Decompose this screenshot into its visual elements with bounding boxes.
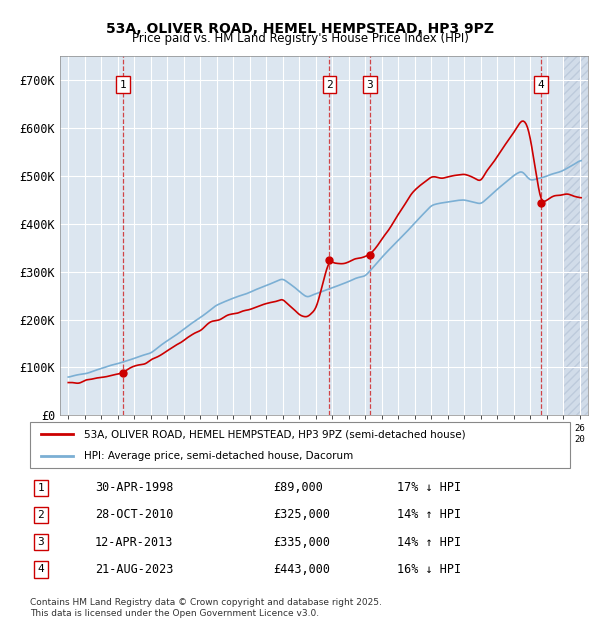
- Text: 4: 4: [37, 564, 44, 574]
- FancyBboxPatch shape: [30, 422, 570, 468]
- Text: 14% ↑ HPI: 14% ↑ HPI: [397, 508, 461, 521]
- Text: 17% ↓ HPI: 17% ↓ HPI: [397, 481, 461, 494]
- Text: £335,000: £335,000: [273, 536, 330, 549]
- Text: Contains HM Land Registry data © Crown copyright and database right 2025.
This d: Contains HM Land Registry data © Crown c…: [30, 598, 382, 618]
- Text: 14% ↑ HPI: 14% ↑ HPI: [397, 536, 461, 549]
- Polygon shape: [563, 56, 588, 415]
- Text: 53A, OLIVER ROAD, HEMEL HEMPSTEAD, HP3 9PZ: 53A, OLIVER ROAD, HEMEL HEMPSTEAD, HP3 9…: [106, 22, 494, 36]
- Text: 2: 2: [326, 79, 333, 89]
- Text: 21-AUG-2023: 21-AUG-2023: [95, 563, 173, 576]
- Text: 30-APR-1998: 30-APR-1998: [95, 481, 173, 494]
- Text: £325,000: £325,000: [273, 508, 330, 521]
- Text: 28-OCT-2010: 28-OCT-2010: [95, 508, 173, 521]
- Text: £89,000: £89,000: [273, 481, 323, 494]
- Text: 12-APR-2013: 12-APR-2013: [95, 536, 173, 549]
- Text: £443,000: £443,000: [273, 563, 330, 576]
- Text: 53A, OLIVER ROAD, HEMEL HEMPSTEAD, HP3 9PZ (semi-detached house): 53A, OLIVER ROAD, HEMEL HEMPSTEAD, HP3 9…: [84, 429, 466, 439]
- Text: 1: 1: [120, 79, 127, 89]
- Text: 3: 3: [367, 79, 373, 89]
- Text: HPI: Average price, semi-detached house, Dacorum: HPI: Average price, semi-detached house,…: [84, 451, 353, 461]
- Text: 3: 3: [37, 537, 44, 547]
- Text: Price paid vs. HM Land Registry's House Price Index (HPI): Price paid vs. HM Land Registry's House …: [131, 32, 469, 45]
- Text: 1: 1: [37, 483, 44, 493]
- Text: 4: 4: [538, 79, 544, 89]
- Text: 2: 2: [37, 510, 44, 520]
- Text: 16% ↓ HPI: 16% ↓ HPI: [397, 563, 461, 576]
